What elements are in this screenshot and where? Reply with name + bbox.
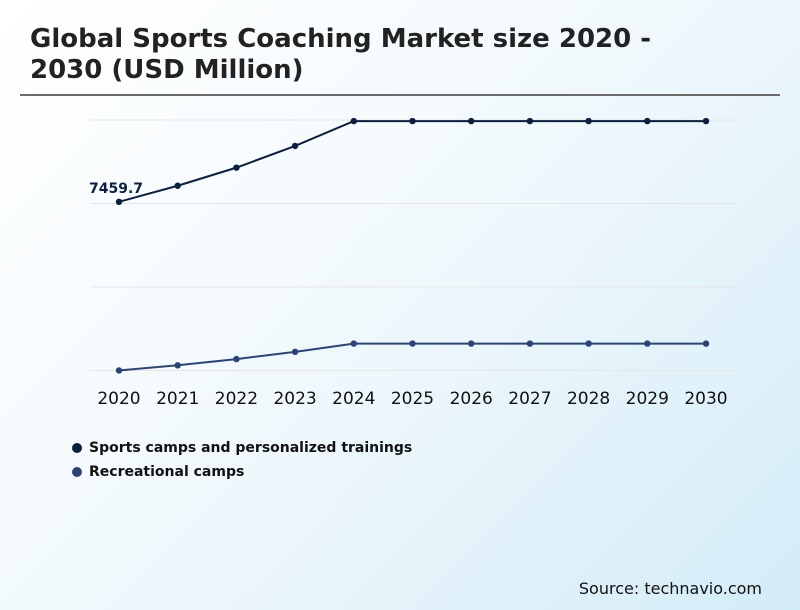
data-label: 7459.7	[89, 181, 143, 197]
data-point-series-2	[702, 340, 710, 347]
series-line-1	[118, 120, 706, 203]
legend-item-sports-camps: Sports camps and personalized trainings	[72, 436, 412, 460]
chart-legend: Sports camps and personalized trainings …	[72, 436, 412, 484]
data-point-series-1	[409, 117, 416, 125]
data-point-series-2	[526, 340, 534, 347]
legend-label-sports-camps: Sports camps and personalized trainings	[89, 440, 413, 456]
x-tick-label: 2020	[97, 389, 140, 409]
data-point-series-2	[409, 340, 416, 347]
data-point-series-1	[291, 142, 299, 150]
chart-title: Global Sports Coaching Market size 2020 …	[30, 24, 652, 85]
x-tick-label: 2025	[391, 389, 434, 409]
data-point-series-2	[644, 340, 651, 347]
data-point-series-1	[644, 117, 651, 125]
data-point-series-1	[115, 198, 123, 206]
data-point-series-2	[585, 340, 592, 347]
series-line-2	[118, 342, 706, 372]
legend-item-recreational-camps: Recreational camps	[72, 460, 412, 484]
legend-marker-recreational-camps	[72, 467, 82, 477]
x-tick-label: 2030	[684, 389, 727, 409]
x-tick-label: 2029	[626, 389, 669, 409]
x-tick-label: 2023	[273, 389, 316, 409]
data-point-series-1	[350, 117, 357, 125]
legend-marker-sports-camps	[72, 443, 82, 453]
data-point-series-2	[115, 367, 123, 374]
x-tick-label: 2028	[567, 389, 610, 409]
data-point-series-1	[468, 117, 475, 125]
line-chart: 7459.7 2020 2021 2022 2023 2024 2025 2026 2027 20…	[89, 117, 736, 409]
source-note: Source: technavio.com	[578, 579, 762, 598]
data-point-series-1	[585, 117, 592, 125]
title-divider	[20, 94, 780, 96]
data-point-series-2	[350, 340, 357, 347]
data-point-series-2	[233, 355, 240, 363]
data-point-series-2	[291, 348, 299, 356]
data-point-series-1	[526, 117, 534, 125]
data-point-series-1	[702, 117, 710, 125]
data-point-series-2	[468, 340, 475, 347]
x-tick-label: 2024	[332, 389, 375, 409]
x-tick-label: 2026	[450, 389, 493, 409]
data-point-series-2	[174, 362, 181, 369]
data-point-series-1	[174, 182, 181, 189]
x-tick-label: 2027	[508, 389, 551, 409]
legend-label-recreational-camps: Recreational camps	[89, 464, 245, 480]
x-tick-label: 2022	[215, 389, 258, 409]
x-tick-label: 2021	[156, 389, 199, 409]
data-point-series-1	[233, 164, 240, 171]
